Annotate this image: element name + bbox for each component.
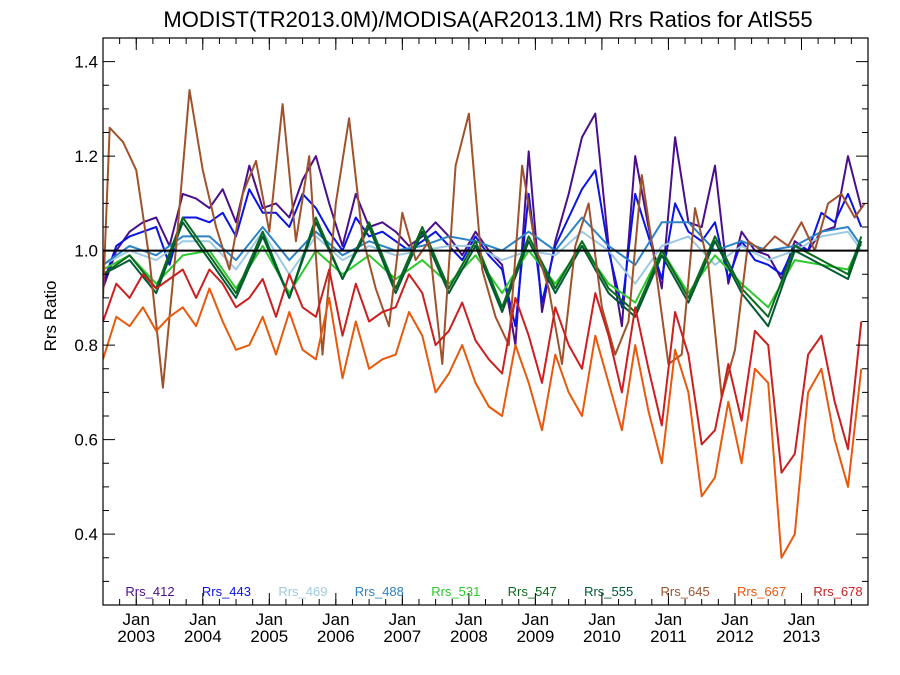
x-axis: Jan2003Jan2004Jan2005Jan2006Jan2007Jan20… (102, 38, 869, 646)
series-line-rrs-469 (103, 230, 863, 285)
x-tick-year: 2009 (516, 627, 554, 646)
chart-title: MODIST(TR2013.0M)/MODISA(AR2013.1M) Rrs … (163, 7, 812, 32)
x-tick-month: Jan (588, 610, 615, 629)
legend: Rrs_412 Rrs_443 Rrs_469 Rrs_488 Rrs_531 Rrs_5… (125, 584, 862, 599)
series-line-rrs-667 (103, 287, 863, 559)
x-tick-month: Jan (522, 610, 549, 629)
x-tick-month: Jan (655, 610, 682, 629)
y-tick-label: 1.4 (74, 53, 98, 72)
x-tick-month: Jan (721, 610, 748, 629)
legend-item-rrs-645: Rrs_645 (661, 584, 710, 599)
y-tick-label: 0.6 (74, 431, 98, 450)
legend-item-rrs-678: Rrs_678 (813, 584, 862, 599)
x-tick-year: 2013 (783, 627, 821, 646)
series-line-rrs-678 (103, 268, 863, 474)
y-tick-label: 1.0 (74, 242, 98, 261)
x-tick-year: 2004 (184, 627, 222, 646)
x-tick-month: Jan (389, 610, 416, 629)
legend-item-rrs-555: Rrs_555 (584, 584, 633, 599)
x-tick-month: Jan (322, 610, 349, 629)
series-line-rrs-645 (103, 89, 866, 399)
x-tick-month: Jan (256, 610, 283, 629)
x-tick-year: 2007 (383, 627, 421, 646)
x-tick-year: 2006 (317, 627, 355, 646)
legend-item-rrs-488: Rrs_488 (355, 584, 404, 599)
series-line-rrs-443 (103, 169, 863, 328)
y-axis: 0.4 0.6 0.8 1.0 1.2 1.4 (74, 53, 868, 582)
series-line-rrs-547 (103, 216, 863, 318)
x-tick-year: 2010 (583, 627, 621, 646)
legend-item-rrs-667: Rrs_667 (737, 584, 786, 599)
series-layer (103, 89, 866, 559)
x-tick-year: 2012 (716, 627, 754, 646)
x-tick-month: Jan (189, 610, 216, 629)
x-tick-year: 2011 (650, 627, 687, 646)
x-tick-month: Jan (123, 610, 150, 629)
legend-item-rrs-531: Rrs_531 (431, 584, 480, 599)
y-axis-label: Rrs Ratio (41, 281, 60, 352)
x-tick-year: 2005 (250, 627, 288, 646)
y-tick-label: 1.2 (74, 147, 98, 166)
plot-frame (102, 37, 869, 606)
x-tick-year: 2003 (117, 627, 155, 646)
x-tick-month: Jan (788, 610, 815, 629)
series-line-rrs-555 (103, 221, 863, 328)
x-tick-year: 2008 (450, 627, 488, 646)
x-tick-month: Jan (455, 610, 482, 629)
legend-item-rrs-443: Rrs_443 (202, 584, 251, 599)
y-tick-label: 0.4 (74, 525, 98, 544)
legend-item-rrs-469: Rrs_469 (278, 584, 327, 599)
legend-item-rrs-412: Rrs_412 (125, 584, 174, 599)
y-tick-label: 0.8 (74, 336, 98, 355)
legend-item-rrs-547: Rrs_547 (508, 584, 557, 599)
